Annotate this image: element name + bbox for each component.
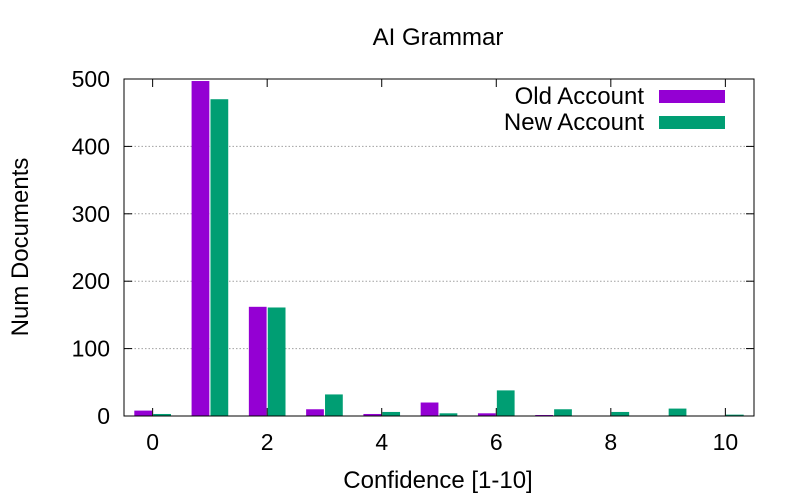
bar-new-account <box>496 390 515 416</box>
bar-new-account <box>267 307 286 416</box>
bar-new-account <box>611 411 630 416</box>
x-tick-label: 4 <box>375 429 388 455</box>
bar-new-account <box>668 408 687 416</box>
bar-new-account <box>382 411 401 416</box>
bar-new-account <box>554 409 572 416</box>
bar-new-account <box>153 413 171 416</box>
y-axis-label: Num Documents <box>7 158 34 337</box>
bar-new-account <box>439 413 458 416</box>
bar-old-account <box>248 306 267 416</box>
y-tick-labels: 0 100 200 300 400 500 <box>72 66 110 429</box>
bar-new-account <box>210 99 229 416</box>
x-tick-label: 8 <box>604 429 617 455</box>
y-tick-label: 0 <box>97 403 110 429</box>
x-axis-label: Confidence [1-10] <box>343 467 532 494</box>
bar-old-account <box>134 410 153 416</box>
y-tick-label: 500 <box>72 66 110 92</box>
axis-ticks <box>124 78 754 417</box>
bars <box>134 81 744 416</box>
legend-label: Old Account <box>515 83 645 110</box>
bar-old-account <box>191 81 210 416</box>
x-tick-labels: 0 2 4 6 8 10 <box>146 429 738 455</box>
chart-title: AI Grammar <box>373 24 504 51</box>
bar-new-account <box>325 394 343 416</box>
bar-old-account <box>306 409 324 416</box>
bar-old-account <box>477 413 496 416</box>
y-tick-label: 200 <box>72 268 110 294</box>
bar-new-account <box>725 414 744 416</box>
legend-swatch <box>659 90 725 103</box>
plot-frame <box>123 78 755 417</box>
x-tick-label: 2 <box>261 429 274 455</box>
legend-swatch <box>659 116 725 129</box>
legend-label: New Account <box>504 109 644 136</box>
x-tick-label: 10 <box>713 429 739 455</box>
y-tick-label: 400 <box>72 133 110 159</box>
bar-old-account <box>420 402 439 416</box>
y-tick-label: 100 <box>72 336 110 362</box>
bar-old-account <box>363 413 382 416</box>
x-tick-label: 0 <box>146 429 159 455</box>
x-tick-label: 6 <box>490 429 503 455</box>
grid-lines <box>124 145 754 350</box>
y-tick-label: 300 <box>72 201 110 227</box>
